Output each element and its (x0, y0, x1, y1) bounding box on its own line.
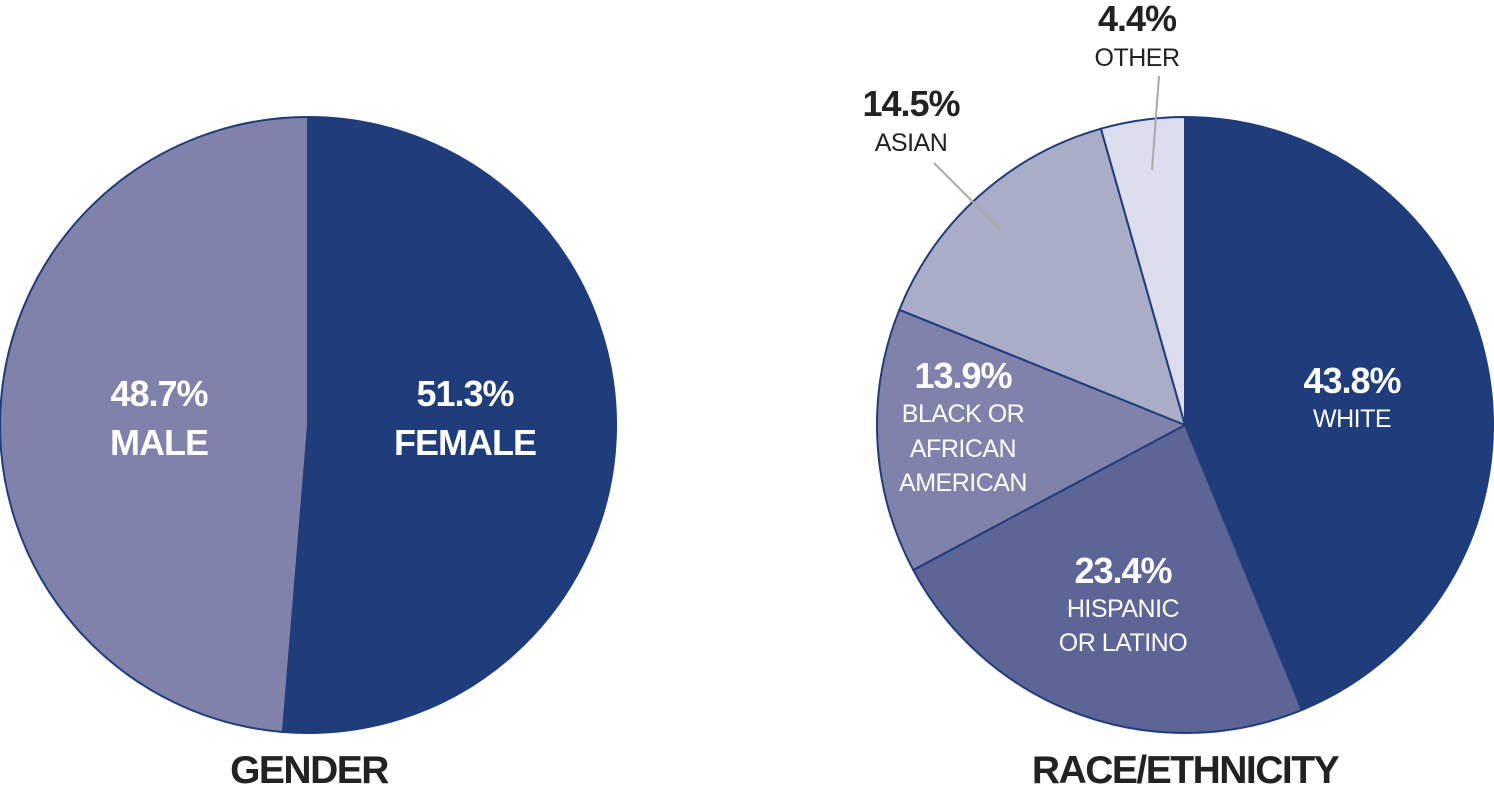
race-slice-white (1184, 116, 1494, 711)
black-label-line-3: AMERICAN (899, 469, 1027, 497)
race-slice-hispanic-or-latino (912, 424, 1303, 734)
other-label: OTHER (1095, 44, 1180, 72)
other-leader-line (1151, 75, 1160, 171)
other-value-label: 4.4% (1098, 0, 1177, 39)
white-value-label: 43.8% (1303, 360, 1401, 401)
race-slice-other (1099, 116, 1186, 426)
gender-slice-female (281, 116, 618, 734)
gender-title: GENDER (230, 749, 389, 792)
white-label: WHITE (1313, 405, 1391, 433)
black-label-line-1: BLACK OR (902, 400, 1024, 428)
race-ethnicity-title: RACE/ETHNICITY (1032, 749, 1340, 792)
gender-pie-chart (0, 116, 618, 734)
female-value-label: 51.3% (416, 373, 514, 414)
asian-leader-line (933, 162, 1001, 230)
hispanic-label-line-2: OR LATINO (1059, 629, 1187, 657)
male-label: MALE (110, 422, 208, 463)
female-label: FEMALE (394, 422, 536, 463)
race-slice-black-or-african-american (876, 308, 1186, 571)
black-value-label: 13.9% (914, 355, 1012, 396)
hispanic-label-line-1: HISPANIC (1067, 595, 1180, 623)
asian-label: ASIAN (875, 129, 948, 157)
black-label-line-2: AFRICAN (910, 435, 1016, 463)
asian-value-label: 14.5% (862, 83, 960, 124)
gender-slice-male (0, 116, 309, 733)
hispanic-value-label: 23.4% (1074, 550, 1172, 591)
race-slice-asian (898, 127, 1186, 426)
male-value-label: 48.7% (110, 373, 208, 414)
race-ethnicity-pie-chart (876, 116, 1494, 734)
